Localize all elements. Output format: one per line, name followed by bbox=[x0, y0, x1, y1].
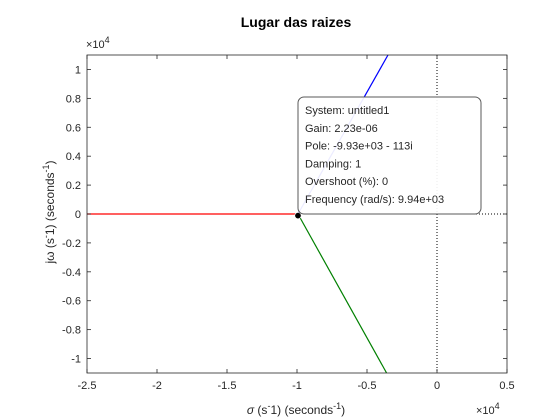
datatip[interactable]: System: untitled1 Gain: 2.23e-06 Pole: -9.… bbox=[297, 96, 482, 215]
y-tick-label: 0.8 bbox=[66, 93, 81, 105]
x-tick-label: 0 bbox=[434, 380, 440, 392]
x-tick-label: -1.5 bbox=[218, 380, 237, 392]
y-tick-label: 0.4 bbox=[66, 151, 81, 163]
y-tick-label: -0.8 bbox=[62, 325, 81, 337]
x-tick-label: -1 bbox=[292, 380, 302, 392]
datatip-line: Pole: -9.93e+03 - 113i bbox=[305, 141, 413, 153]
x-tick-label: -2 bbox=[152, 380, 162, 392]
y-tick-label: 0.2 bbox=[66, 180, 81, 192]
datatip-line: Gain: 2.23e-06 bbox=[305, 123, 378, 135]
y-tick-label: -0.6 bbox=[62, 296, 81, 308]
datatip-box bbox=[297, 96, 482, 215]
x-tick-label: -0.5 bbox=[358, 380, 377, 392]
y-tick-label: 0 bbox=[75, 209, 81, 221]
datatip-line: Overshoot (%): 0 bbox=[305, 176, 388, 188]
y-tick-label: -1 bbox=[71, 354, 81, 366]
x-axis-label: σ (s-1) (seconds-1) bbox=[247, 401, 345, 417]
x-tick-label: 0.5 bbox=[499, 380, 514, 392]
y-tick-label: 0.6 bbox=[66, 122, 81, 134]
y-tick-label: 1 bbox=[75, 64, 81, 76]
y-axis-exponent: ×104 bbox=[86, 35, 110, 51]
y-tick-label: -0.2 bbox=[62, 238, 81, 250]
chart-title: Lugar das raizes bbox=[241, 14, 352, 30]
selected-pole-marker[interactable] bbox=[294, 212, 302, 220]
x-tick-label: -2.5 bbox=[78, 380, 97, 392]
y-tick-label: -0.4 bbox=[62, 267, 81, 279]
datatip-line: Damping: 1 bbox=[305, 158, 361, 170]
datatip-line: Frequency (rad/s): 9.94e+03 bbox=[305, 194, 444, 206]
y-axis-label: jω (s-1) (seconds-1) bbox=[41, 160, 57, 264]
datatip-line: System: untitled1 bbox=[305, 105, 389, 117]
x-axis-exponent: ×104 bbox=[476, 401, 500, 417]
locus-branch-3[interactable] bbox=[297, 213, 388, 373]
